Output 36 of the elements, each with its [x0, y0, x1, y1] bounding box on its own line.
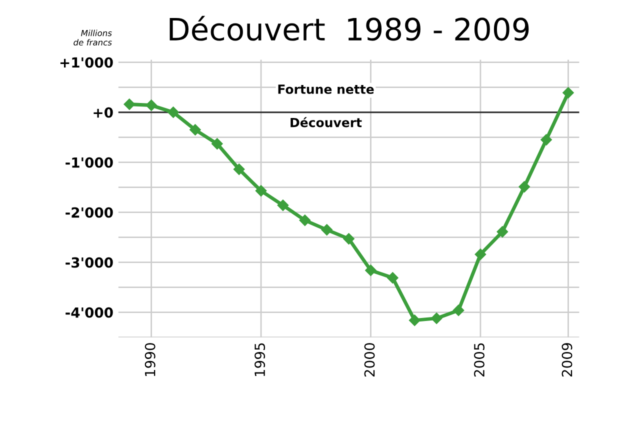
x-tick-label: 2000 — [364, 343, 375, 377]
point — [190, 124, 201, 136]
y-tick-label: +1'000 — [60, 57, 113, 68]
point — [255, 185, 267, 196]
x-tick-label: 1995 — [254, 343, 266, 376]
point — [124, 98, 135, 110]
y-tick-label: -4'000 — [66, 307, 113, 318]
point — [562, 87, 574, 98]
point — [299, 214, 311, 226]
chart-title: Découvert 1989 - 2009 — [170, 16, 529, 41]
point — [277, 200, 289, 211]
point — [540, 134, 552, 146]
point — [409, 314, 420, 326]
point — [496, 226, 508, 238]
annotation: Fortune nette — [278, 84, 374, 94]
point — [146, 100, 157, 111]
point — [365, 264, 376, 276]
x-tick-label: 1990 — [144, 343, 156, 376]
point — [321, 224, 332, 236]
point — [212, 138, 223, 150]
point — [474, 248, 486, 260]
y-tick-label: -1'000 — [66, 157, 113, 168]
y-tick-label: -3'000 — [66, 257, 113, 268]
point — [168, 106, 179, 118]
annotation: Découvert — [290, 117, 362, 128]
point — [518, 181, 530, 192]
point — [452, 304, 464, 316]
point — [430, 312, 442, 324]
point — [387, 272, 398, 284]
y-tick-label: +0 — [94, 107, 113, 118]
point — [233, 164, 245, 175]
x-tick-label: 2005 — [474, 343, 484, 377]
x-tick-label: 2009 — [562, 343, 572, 377]
y-tick-label: -2'000 — [66, 207, 113, 218]
y-axis-title: Millions de francs — [74, 30, 112, 46]
point — [343, 233, 354, 244]
